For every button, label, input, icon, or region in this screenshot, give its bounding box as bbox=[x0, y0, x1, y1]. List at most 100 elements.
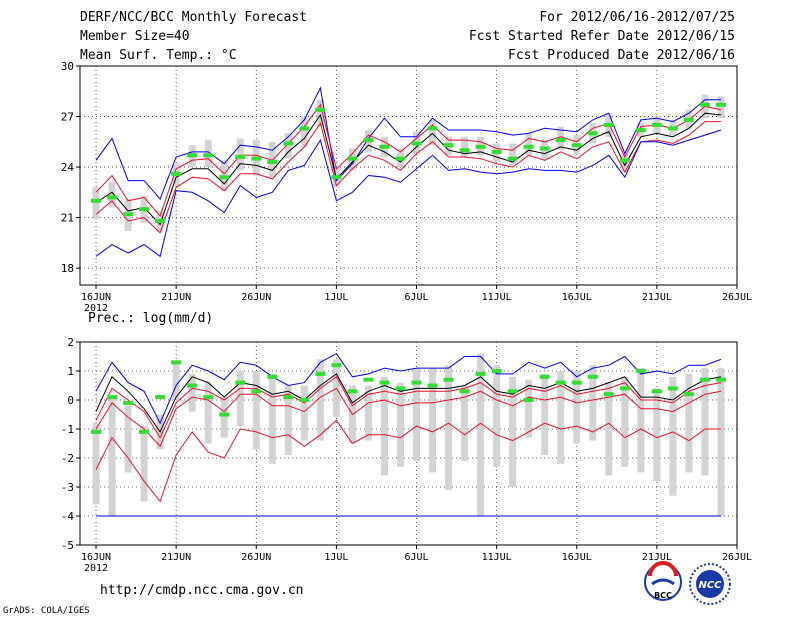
chart1-range-bar bbox=[108, 182, 116, 208]
chart2-observed-mark bbox=[123, 400, 134, 405]
chart2-observed-mark bbox=[283, 395, 294, 400]
ncc-logo-text: NCC bbox=[698, 580, 722, 591]
chart1-observed-mark bbox=[379, 144, 390, 149]
chart1-xtick-label: 21JUN bbox=[161, 292, 191, 303]
chart1-range-bar bbox=[284, 133, 292, 159]
chart1-xtick-label: 11JUL bbox=[482, 292, 512, 303]
chart1-observed-mark bbox=[715, 102, 726, 107]
chart2-range-bar bbox=[413, 368, 421, 461]
chart1-observed-mark bbox=[619, 158, 630, 163]
chart2-observed-mark bbox=[187, 383, 198, 388]
chart2-observed-mark bbox=[203, 395, 214, 400]
chart1-observed-mark bbox=[187, 153, 198, 158]
chart1-ytick-label: 27 bbox=[61, 111, 74, 124]
chart2-range-bar bbox=[573, 371, 581, 444]
chart2-range-bar bbox=[669, 376, 677, 496]
chart1-observed-mark bbox=[107, 195, 118, 200]
chart1-range-bar bbox=[236, 138, 244, 171]
chart1-ytick-label: 24 bbox=[61, 161, 75, 174]
chart1-observed-mark bbox=[395, 156, 406, 161]
chart1-observed-mark bbox=[411, 141, 422, 146]
footer-url[interactable]: http://cmdp.ncc.cma.gov.cn bbox=[100, 583, 304, 598]
chart2-xtick-label: 16JUL bbox=[562, 552, 592, 563]
chart2-xtick-label: 21JUL bbox=[642, 552, 672, 563]
chart2-line-p90 bbox=[95, 376, 722, 439]
chart2-ytick-label: -1 bbox=[61, 423, 74, 436]
chart2-range-bar bbox=[621, 376, 629, 467]
chart2-ytick-label: -3 bbox=[61, 481, 74, 494]
chart1-line-p10 bbox=[95, 121, 721, 234]
chart2-observed-mark bbox=[635, 369, 646, 373]
chart1-observed-mark bbox=[139, 207, 150, 212]
forecast-start-date: Fcst Started Refer Date 2012/06/15 bbox=[468, 29, 735, 44]
chart2-observed-mark bbox=[427, 383, 438, 388]
chart2-range-bar bbox=[364, 385, 372, 441]
chart1-observed-mark bbox=[491, 149, 502, 154]
chart2-range-bar bbox=[252, 371, 260, 450]
chart2-range-bar bbox=[124, 405, 132, 473]
chart2-range-bar bbox=[140, 426, 148, 502]
chart1-observed-mark bbox=[459, 148, 470, 153]
chart2-ytick-label: 1 bbox=[67, 365, 74, 378]
chart2-range-bar bbox=[493, 365, 501, 467]
bcc-logo-text: BCC bbox=[654, 591, 672, 600]
chart2-range-bar bbox=[509, 376, 517, 487]
chart2-range-bar bbox=[445, 365, 453, 490]
chart1-range-bar bbox=[717, 96, 725, 119]
chart1-observed-mark bbox=[699, 102, 710, 107]
chart2-range-bar bbox=[477, 353, 485, 516]
grads-credit: GrADS: COLA/IGES bbox=[3, 606, 90, 616]
chart2-observed-mark bbox=[251, 389, 262, 394]
chart1-observed-mark bbox=[171, 171, 182, 176]
chart2-xtick-label: 6JUL bbox=[404, 552, 428, 563]
chart2-observed-mark bbox=[667, 386, 678, 391]
chart1-observed-mark bbox=[235, 154, 246, 159]
chart2-range-bar bbox=[236, 371, 244, 427]
chart2-range-bar bbox=[429, 368, 437, 473]
chart2-observed-mark bbox=[331, 363, 342, 368]
chart1-observed-mark bbox=[571, 143, 582, 148]
chart2-observed-mark bbox=[379, 380, 390, 385]
chart1-observed-mark bbox=[683, 117, 694, 122]
chart2-line-p10 bbox=[95, 387, 722, 448]
chart2-observed-mark bbox=[587, 374, 598, 379]
chart2-year-label: 2012 bbox=[84, 563, 108, 574]
chart2-observed-mark bbox=[491, 369, 502, 373]
chart1-observed-mark bbox=[91, 198, 102, 203]
panel2-variable-label: Prec.: log(mm/d) bbox=[88, 311, 213, 326]
chart2-observed-mark bbox=[155, 395, 166, 400]
chart2-observed-mark bbox=[267, 374, 278, 379]
chart1-xtick-label: 26JUL bbox=[722, 292, 752, 303]
chart2-observed-mark bbox=[603, 392, 614, 397]
panel1-variable-label: Mean Surf. Temp.: °C bbox=[80, 48, 237, 63]
chart2-observed-mark bbox=[347, 389, 358, 394]
chart1-range-bar bbox=[525, 133, 533, 156]
chart1-observed-mark bbox=[363, 138, 374, 143]
chart2-observed-mark bbox=[459, 389, 470, 394]
chart2-observed-mark bbox=[523, 398, 534, 402]
chart2-range-bar bbox=[380, 376, 388, 476]
member-size: Member Size=40 bbox=[80, 29, 190, 44]
chart2-range-bar bbox=[172, 362, 180, 400]
chart2-xtick-label: 21JUN bbox=[161, 552, 191, 563]
chart1-observed-mark bbox=[667, 126, 678, 131]
chart1-ytick-label: 30 bbox=[61, 60, 74, 73]
chart1-observed-mark bbox=[539, 146, 550, 151]
chart2-observed-mark bbox=[443, 377, 454, 382]
chart2-observed-mark bbox=[619, 386, 630, 391]
chart1-xtick-label: 26JUN bbox=[241, 292, 271, 303]
chart1-observed-mark bbox=[443, 143, 454, 148]
chart1-line-p90 bbox=[95, 103, 722, 217]
chart1-range-bar bbox=[268, 141, 276, 178]
chart2-ytick-label: -4 bbox=[61, 510, 75, 523]
chart2-xtick-label: 26JUL bbox=[722, 552, 752, 563]
chart1-frame bbox=[79, 65, 738, 286]
chart1-observed-mark bbox=[315, 107, 326, 112]
chart1-observed-mark bbox=[555, 138, 566, 143]
chart2-line-min bbox=[95, 419, 721, 503]
chart2-range-bar bbox=[188, 373, 196, 412]
chart2-line-mean bbox=[95, 373, 722, 433]
chart2-observed-mark bbox=[683, 392, 694, 397]
chart2-ytick-label: -2 bbox=[61, 452, 74, 465]
